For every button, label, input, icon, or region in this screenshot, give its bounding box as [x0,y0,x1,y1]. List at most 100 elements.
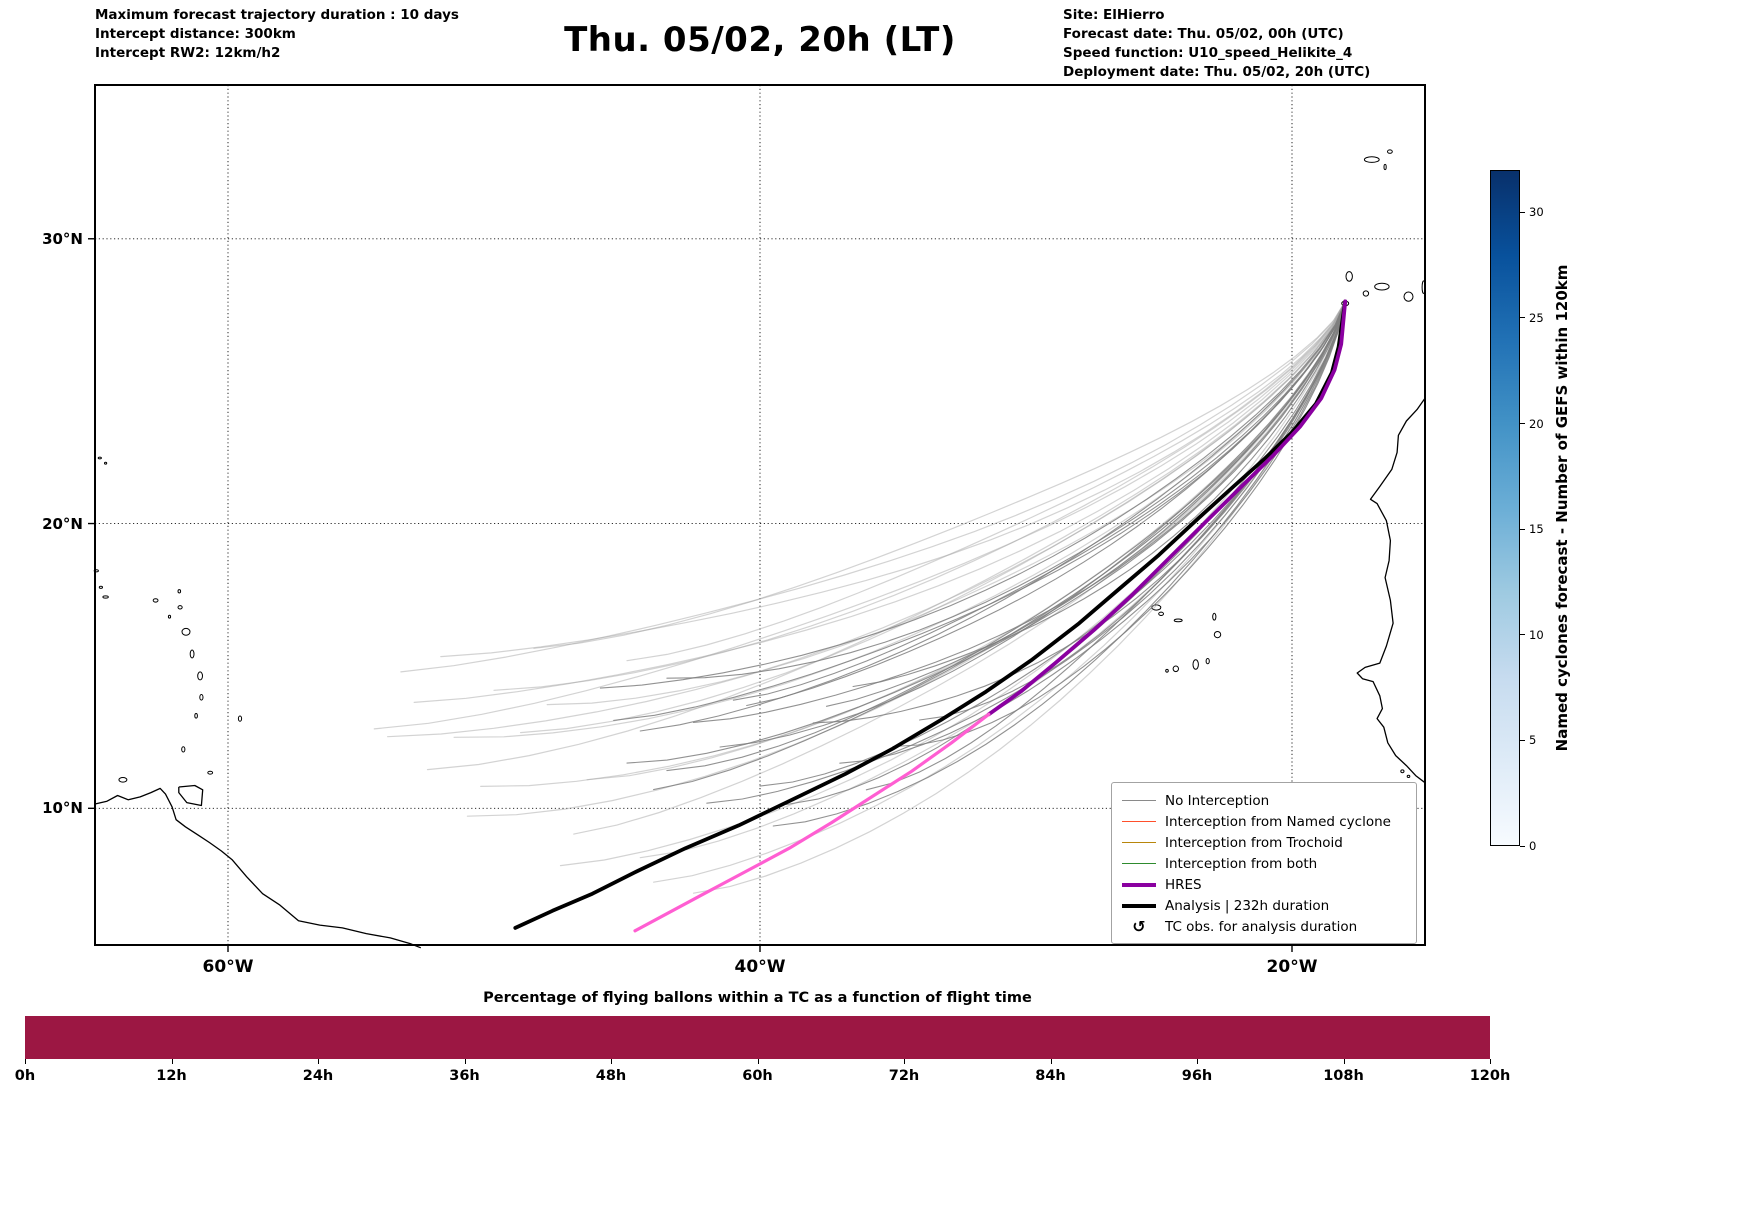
island [237,715,243,722]
flight-bar-title: Percentage of flying ballons within a TC… [483,990,1032,1006]
island [167,614,172,619]
colorbar-tick-mark [1520,845,1525,847]
time-tick-mark [25,1059,26,1064]
island [177,589,182,594]
island [1362,290,1370,297]
info-speed-function: Speed function: U10_speed_Helikite_4 [1063,45,1353,61]
island [1406,774,1411,779]
lon-tick-label: 20°W [1266,957,1318,977]
ensemble-trajectory-light [546,300,1346,706]
info-forecast-date: Forecast date: Thu. 05/02, 00h (UTC) [1063,26,1344,42]
legend-item: Analysis | 232h duration [1121,895,1406,916]
legend-sample [1121,903,1157,908]
island [177,605,183,610]
time-tick-label: 120h [1469,1068,1511,1084]
island [1383,163,1387,171]
island [1374,282,1390,291]
time-tick-mark [1050,1059,1052,1064]
info-deployment-date: Deployment date: Thu. 05/02, 20h (UTC) [1063,64,1371,80]
island [181,627,191,636]
island [1387,149,1393,154]
figure-title: Thu. 05/02, 20h (LT) [564,20,956,60]
map-frame [94,84,1426,946]
map-canvas [88,84,1426,952]
time-tick-label: 24h [302,1068,334,1084]
gefs-colorbar [1490,170,1520,846]
island [1345,271,1353,282]
island [1173,618,1183,623]
ensemble-trajectory-light [387,300,1346,738]
ensemble-trajectory-dark [746,300,1346,707]
time-tick-label: 96h [1181,1068,1213,1084]
param-intercept-rw2: Intercept RW2: 12km/h2 [95,45,281,61]
time-tick-label: 60h [742,1068,773,1084]
island [1212,612,1217,621]
colorbar-tick-mark [1520,423,1525,424]
ensemble-trajectory-light [426,300,1346,771]
time-tick-mark [171,1059,173,1064]
ensemble-trajectory-light [586,300,1346,781]
map-legend: No Interception Interception from Named c… [1111,782,1417,944]
coastline [178,784,204,807]
lat-tick-label: 10°N [42,799,83,818]
legend-label: TC obs. for analysis duration [1165,918,1358,935]
colorbar-tick-label: 30 [1529,205,1544,220]
time-tick-label: 84h [1035,1068,1066,1084]
island [98,585,104,589]
island [207,770,214,775]
ensemble-trajectory-dark [626,300,1346,764]
time-tick-label: 0h [14,1068,36,1084]
island [1213,631,1222,639]
legend-label: Interception from Named cyclone [1165,813,1391,830]
ensemble-trajectory-dark [732,300,1346,701]
island [189,649,195,659]
time-tick-mark [757,1059,759,1064]
params-block: Maximum forecast trajectory duration : 1… [95,6,459,63]
island [104,461,108,465]
time-tick-mark [464,1059,466,1064]
trajectory-map: No Interception Interception from Named c… [88,84,1426,952]
legend-line-sample [1122,882,1156,887]
time-tick-mark [1197,1059,1198,1064]
time-tick-mark [611,1059,612,1064]
legend-sample [1121,862,1157,865]
time-tick-mark [1343,1059,1345,1064]
ensemble-trajectory-light [400,300,1346,673]
ensemble-trajectory-dark [639,300,1346,732]
colorbar-tick-label: 5 [1529,733,1537,748]
coastline [94,787,422,949]
legend-line-sample [1122,862,1156,865]
ensemble-trajectory-dark [839,300,1346,764]
time-tick-label: 72h [888,1068,920,1084]
island [118,777,128,783]
flight-time-percentage-bar [25,1016,1490,1059]
colorbar-tick-mark [1520,317,1525,319]
island [1172,665,1180,673]
legend-line-sample [1122,903,1156,908]
colorbar-tick-label: 25 [1529,310,1544,325]
legend-item: Interception from Named cyclone [1121,811,1406,832]
param-intercept-distance: Intercept distance: 300km [95,26,296,42]
info-site: Site: ElHierro [1063,7,1165,23]
tc-obs-icon: ↺ [1132,916,1146,936]
legend-sample [1121,799,1157,802]
ensemble-trajectory-dark [865,300,1346,791]
forecast-info-block: Site: ElHierro Forecast date: Thu. 05/02… [1063,6,1370,82]
ensemble-trajectory-light [373,300,1346,730]
param-max-duration: Maximum forecast trajectory duration : 1… [95,7,459,23]
time-tick-mark [904,1059,905,1064]
lat-tick-label: 20°N [42,514,83,533]
time-tick-mark [1490,1059,1491,1064]
island [1403,291,1414,302]
ensemble-trajectory-light [440,300,1346,658]
legend-label: Interception from Trochoid [1165,834,1343,851]
ensemble-trajectory-light [559,300,1346,867]
island [102,595,109,599]
island [1192,659,1199,670]
time-tick-label: 48h [595,1068,627,1084]
ensemble-trajectory-light [533,300,1346,649]
ensemble-trajectory-dark [692,300,1346,723]
colorbar-tick-mark [1520,528,1525,530]
ensemble-trajectory-dark [825,300,1346,707]
